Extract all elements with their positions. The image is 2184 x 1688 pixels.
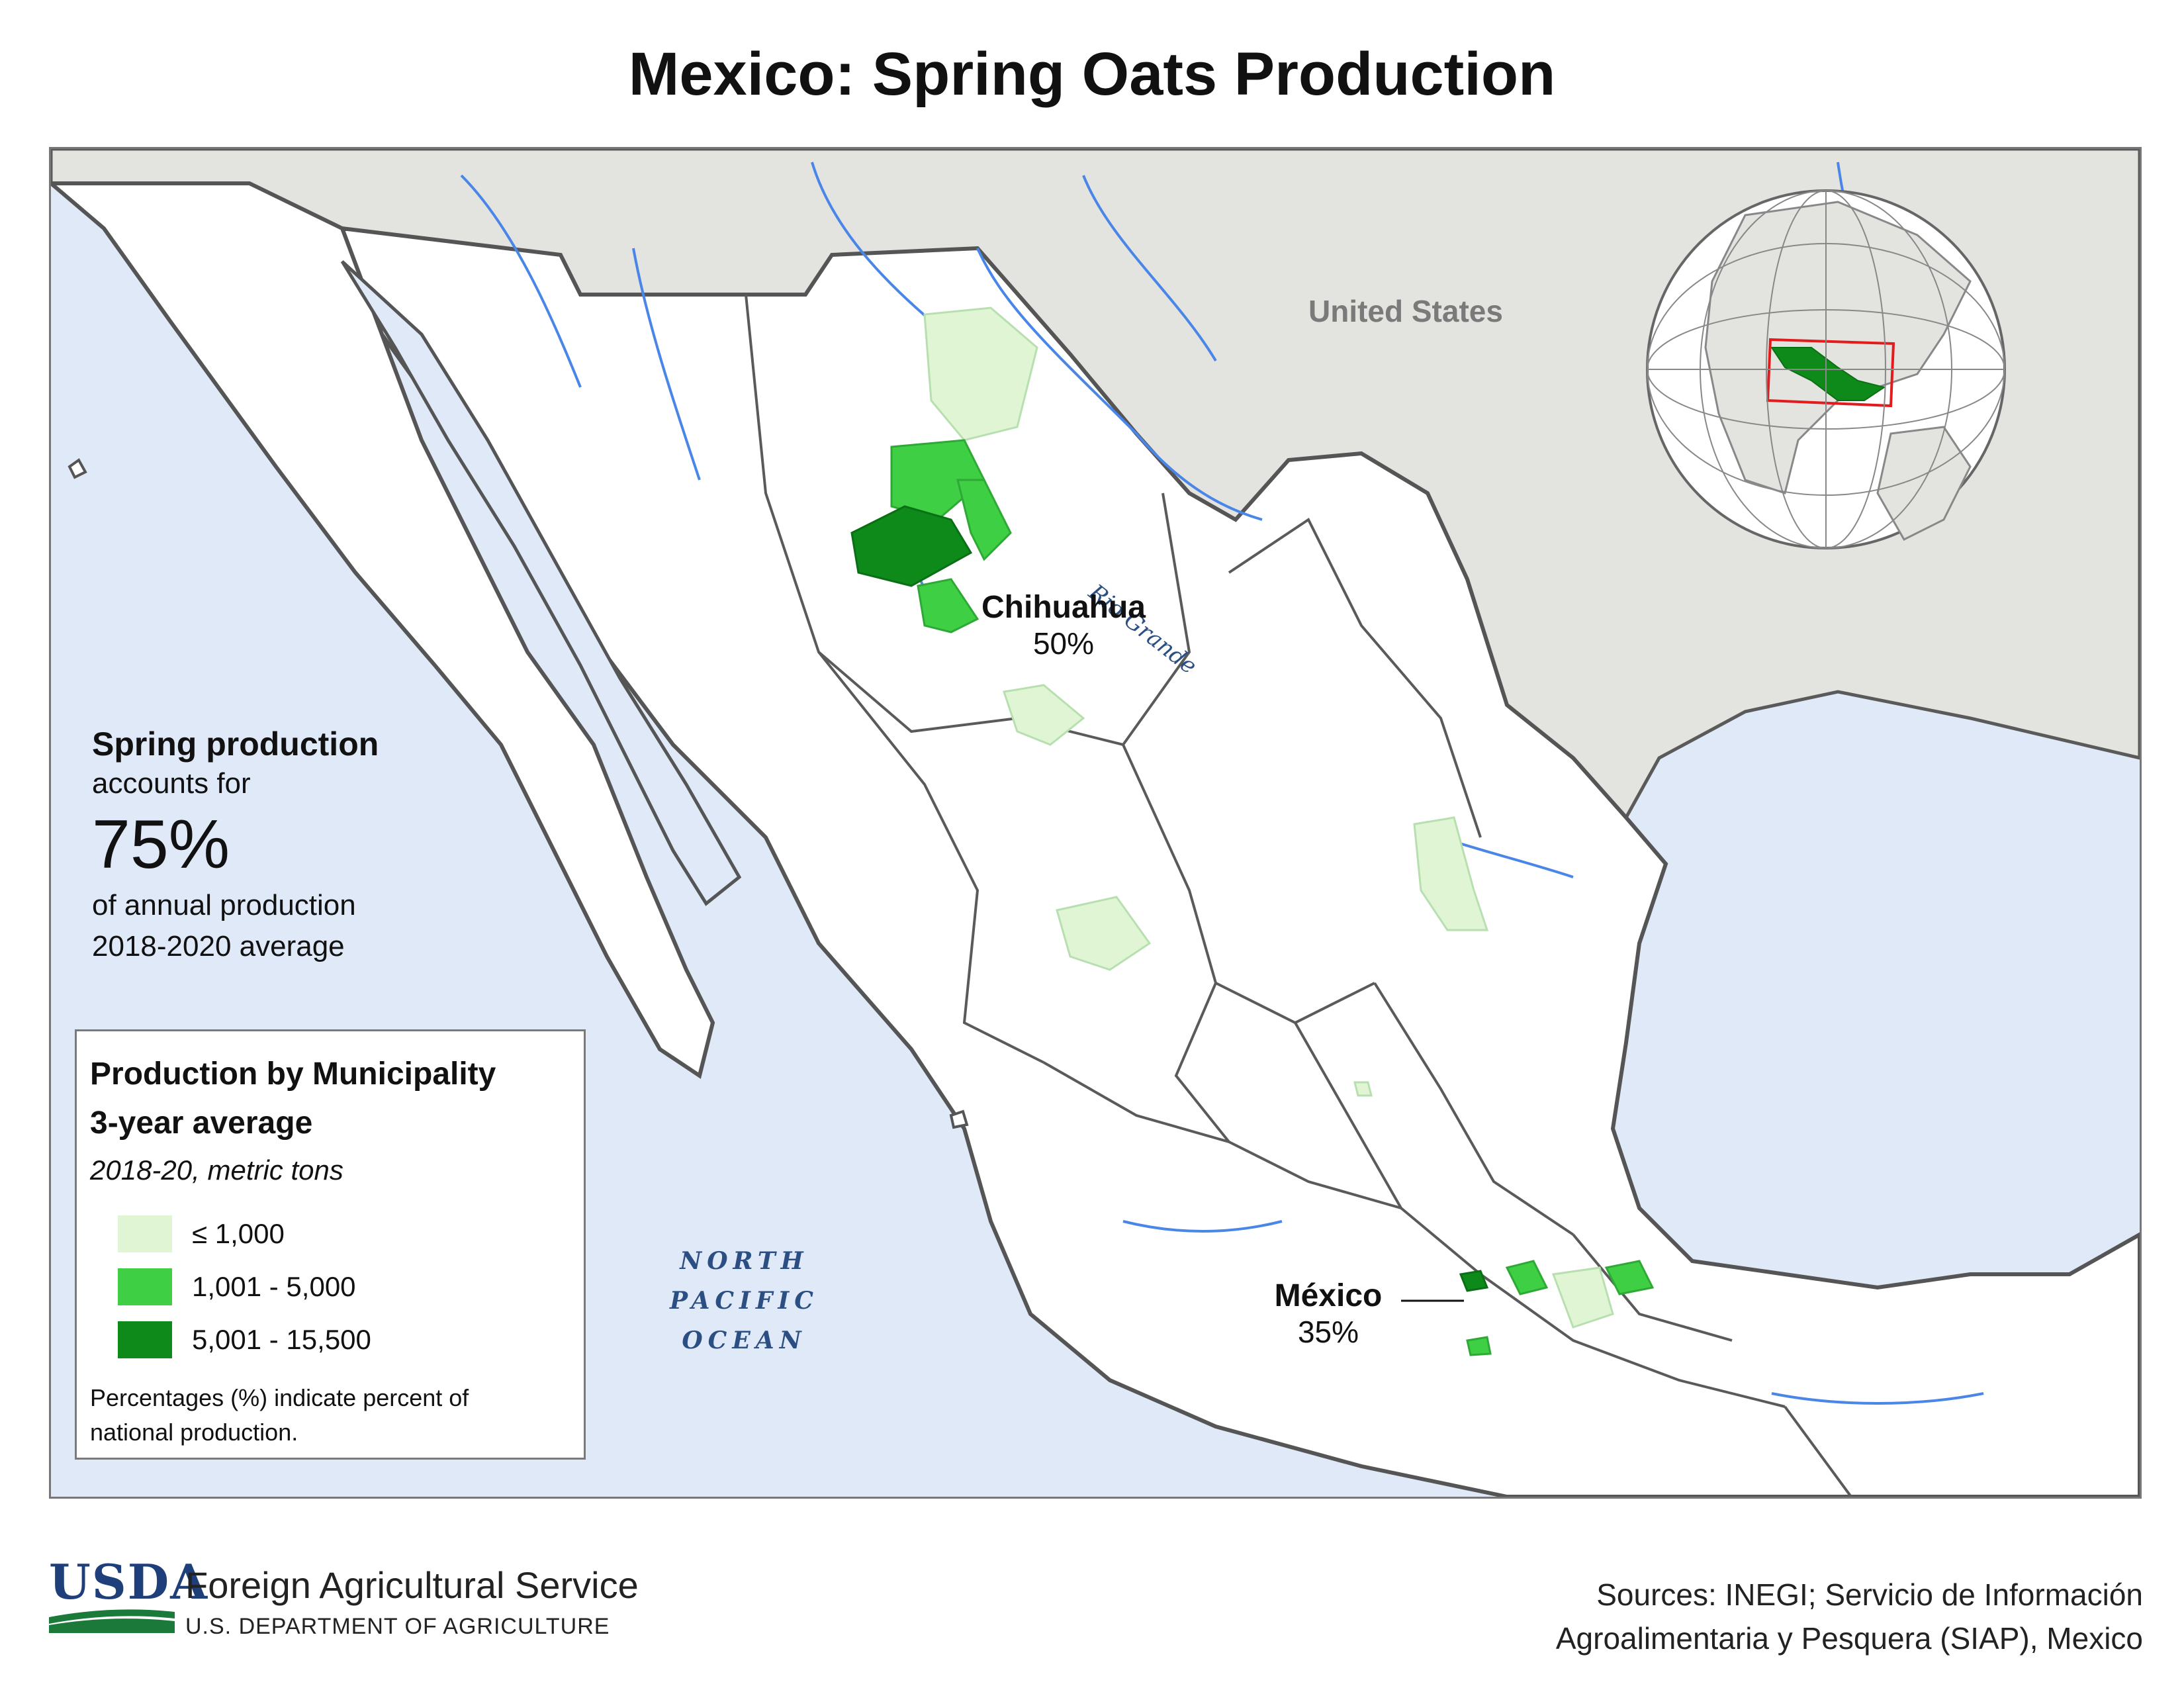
usda-logo-swoosh [49,1609,175,1633]
callout-percent: 35% [1297,1315,1359,1349]
legend-subtitle: 2018-20, metric tons [90,1154,343,1186]
ocean-label-line: PACIFIC [670,1287,819,1315]
legend-title-line2: 3-year average [90,1105,313,1141]
legend-label: 1,001 - 5,000 [192,1271,356,1302]
legend-swatch-high [118,1321,172,1358]
country-label-us: United States [1308,294,1503,328]
spring-line2: of annual production [92,889,356,921]
legend-item: ≤ 1,000 [118,1207,570,1260]
ocean-label: NORTH PACIFIC OCEAN [670,1241,819,1360]
spring-heading: Spring production [92,726,379,763]
callout-chihuahua: Chihuahua 50% [964,589,1163,661]
island [949,1109,969,1129]
callout-state-name: México [1274,1278,1383,1313]
sources-line1: Sources: INEGI; Servicio de Información [1596,1577,2143,1612]
state-borders [745,294,1852,1497]
globe-south-america [1876,426,1972,541]
locator-globe [1646,189,2006,549]
sources-line2: Agroalimentaria y Pesquera (SIAP), Mexic… [1555,1621,2143,1656]
legend-swatch-low [118,1215,172,1252]
globe-locator-box [1766,338,1895,408]
legend-title-line1: Production by Municipality [90,1056,496,1092]
callout-mexico: México 35% [1262,1278,1394,1350]
legend-label: ≤ 1,000 [192,1218,285,1249]
callout-percent: 50% [1032,626,1095,661]
legend-note-line2: national production. [90,1419,298,1446]
callout-state-name: Chihuahua [981,590,1146,625]
legend-note: Percentages (%) indicate percent of nati… [90,1381,570,1450]
usda-logo-text: USDA [49,1554,209,1610]
ocean-label-line: NORTH [680,1247,809,1275]
legend: Production by Municipality 3-year averag… [75,1029,586,1460]
usda-logo[interactable]: USDA [49,1554,209,1636]
page-title: Mexico: Spring Oats Production [628,40,1556,108]
island [68,458,87,479]
legend-item: 1,001 - 5,000 [118,1260,570,1313]
legend-items: ≤ 1,000 1,001 - 5,000 5,001 - 15,500 [118,1207,570,1366]
globe-mexico [1770,347,1886,401]
baja-peninsula [51,181,715,1079]
municipalities-low [923,306,1614,1329]
sources: Sources: INEGI; Servicio de Información … [1556,1573,2143,1660]
municipalities-mid [890,439,1655,1356]
map-frame[interactable]: United States Rio Grande NORTH PACIFIC O… [49,147,2142,1499]
municipalities-high [850,505,1489,1292]
ocean-label-line: OCEAN [682,1327,807,1354]
spring-line3: 2018-2020 average [92,930,345,962]
gulf-of-california [340,260,742,906]
map-canvas [51,149,2140,1497]
legend-swatch-mid [118,1268,172,1305]
spring-line1: accounts for [92,767,251,800]
legend-item: 5,001 - 15,500 [118,1313,570,1366]
spring-summary: Spring production accounts for 75% of an… [92,725,379,967]
spring-big-value: 75% [92,806,230,883]
department-name: U.S. DEPARTMENT OF AGRICULTURE [185,1614,610,1639]
agency-name: Foreign Agricultural Service [185,1564,639,1606]
legend-note-line1: Percentages (%) indicate percent of [90,1384,469,1411]
legend-label: 5,001 - 15,500 [192,1324,371,1355]
